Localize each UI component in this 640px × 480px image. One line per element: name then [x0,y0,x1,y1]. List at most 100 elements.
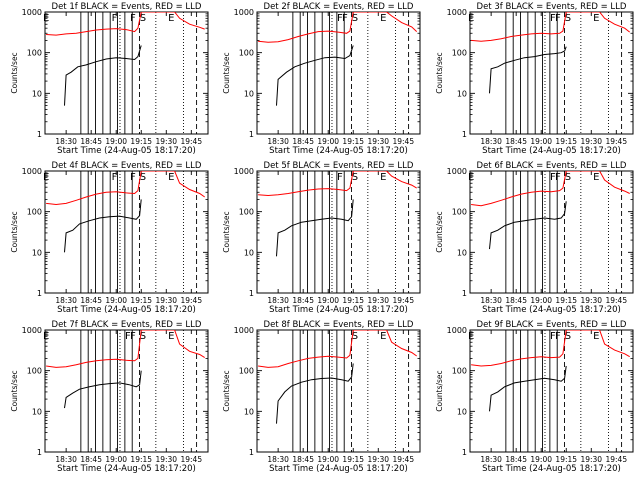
x-tick-label: 18:30 [55,137,77,146]
x-tick-label: 19:00 [105,455,127,464]
x-tick-label: 19:30 [367,296,389,305]
x-tick-label: 19:15 [130,455,152,464]
x-tick-label: 19:45 [605,455,627,464]
y-tick-label: 1 [249,130,254,139]
detector-panel-8: Det 8f BLACK = Events, RED = LLD 1 10 100 10… [222,320,421,474]
y-tick-label: 10 [32,407,42,416]
x-tick-label: 19:30 [580,137,602,146]
x-tick-label: 19:30 [367,137,389,146]
axes-frame [256,329,421,453]
event-marker-e: E [593,13,599,24]
axes-frame [469,11,634,135]
axes-frame [256,170,421,294]
series-events-line [489,46,567,94]
event-marker-f: F [550,172,556,183]
series-events-line [276,363,354,424]
y-tick-label: 100 [452,49,467,58]
y-tick-label: 1 [37,289,42,298]
event-marker-e: E [593,172,599,183]
axes-frame [469,170,634,294]
y-tick-label: 1 [37,130,42,139]
axes-frame [469,329,634,453]
y-tick-label: 1000 [234,8,254,17]
x-axis-label: Start Time (24-Aug-05 18:17:20) [269,146,408,156]
event-marker-e: E [168,172,174,183]
series-events-line [64,370,142,409]
x-tick-label: 18:45 [80,296,102,305]
x-tick-label: 18:45 [505,455,527,464]
detector-panel-1: Det 1f BLACK = Events, RED = LLD 1 10 100 10… [10,2,209,156]
y-tick-label: 1000 [22,167,42,176]
x-tick-label: 19:00 [105,137,127,146]
x-tick-label: 18:45 [505,296,527,305]
x-tick-label: 18:30 [267,137,289,146]
x-tick-label: 18:30 [267,296,289,305]
series-events-line [64,45,142,106]
series-lld-line [471,12,631,42]
x-tick-label: 19:00 [530,455,552,464]
y-axis-label: Counts/sec [10,370,19,411]
y-axis-label: Counts/sec [10,211,19,252]
y-tick-label: 1000 [234,326,254,335]
series-events-line [276,45,354,106]
x-tick-label: 19:45 [605,137,627,146]
y-tick-label: 100 [239,208,254,217]
y-axis-label: Counts/sec [222,370,231,411]
x-tick-label: 19:00 [317,455,339,464]
event-marker-s: S [140,331,146,342]
y-axis-label: Counts/sec [435,52,444,93]
event-marker-e: E [43,172,49,183]
event-marker-f: F [337,13,343,24]
x-tick-label: 18:30 [55,455,77,464]
event-marker-f: F [555,331,561,342]
y-tick-label: 10 [244,407,254,416]
event-marker-s: S [140,172,146,183]
event-marker-f: F [555,172,561,183]
x-axis-label: Start Time (24-Aug-05 18:17:20) [57,305,196,315]
y-tick-label: 1000 [22,8,42,17]
event-marker-s: S [140,13,146,24]
y-axis-label: Counts/sec [435,211,444,252]
series-lld-line [258,330,417,368]
series-events-line [64,199,142,253]
event-marker-e: E [593,331,599,342]
event-marker-f: F [550,331,556,342]
y-tick-label: 100 [27,208,42,217]
y-tick-label: 1 [249,448,254,457]
event-marker-e: E [468,13,474,24]
event-marker-s: S [352,331,358,342]
series-lld-line [471,171,630,207]
x-tick-label: 19:45 [180,296,202,305]
event-marker-s: S [352,13,358,24]
event-marker-f: F [112,172,118,183]
x-tick-label: 19:15 [130,296,152,305]
panel-title: Det 7f BLACK = Events, RED = LLD [52,320,202,330]
x-tick-label: 19:15 [555,296,577,305]
event-marker-e: E [168,13,174,24]
x-tick-label: 19:15 [130,137,152,146]
x-tick-label: 19:15 [342,296,364,305]
y-tick-label: 100 [452,208,467,217]
x-tick-label: 19:15 [342,137,364,146]
x-tick-label: 18:45 [292,137,314,146]
y-tick-label: 1000 [447,326,467,335]
event-marker-e: E [380,331,386,342]
panel-title: Det 9f BLACK = Events, RED = LLD [477,320,627,330]
axes-frame [256,11,421,135]
x-axis-label: Start Time (24-Aug-05 18:17:20) [57,464,196,474]
y-tick-label: 1 [462,448,467,457]
x-tick-label: 19:30 [155,137,177,146]
event-marker-f: F [342,13,348,24]
y-tick-label: 1 [462,130,467,139]
panel-title: Det 2f BLACK = Events, RED = LLD [264,2,414,12]
series-events-line [276,199,354,257]
event-marker-f: F [555,13,561,24]
x-axis-label: Start Time (24-Aug-05 18:17:20) [482,146,621,156]
y-axis-label: Counts/sec [435,370,444,411]
series-lld-line [258,12,418,43]
x-tick-label: 18:45 [80,455,102,464]
axes-frame [44,329,209,453]
x-tick-label: 19:00 [105,296,127,305]
panel-title: Det 3f BLACK = Events, RED = LLD [477,2,627,12]
